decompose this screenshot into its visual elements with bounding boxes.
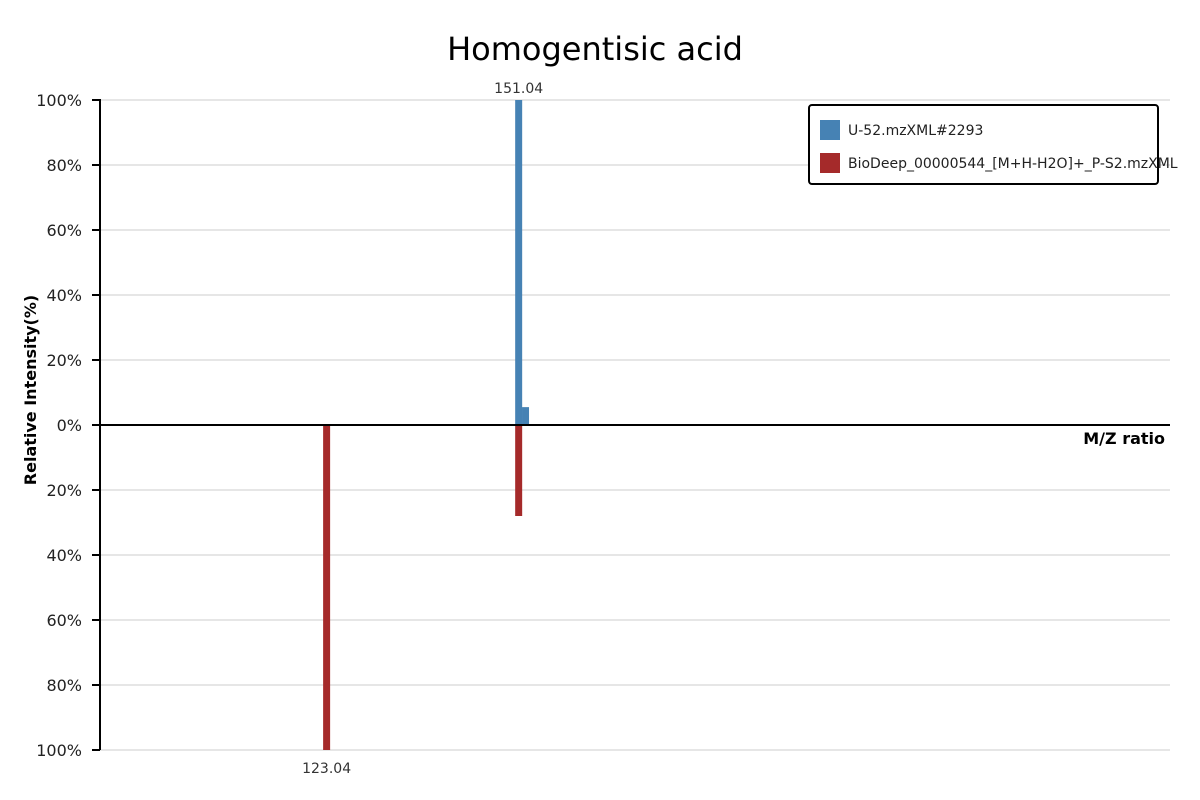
peak-bar	[515, 100, 523, 425]
legend: U-52.mzXML#2293 BioDeep_00000544_[M+H-H2O…	[808, 104, 1178, 185]
y-tick-label: 40%	[46, 286, 82, 305]
grid-layer	[100, 99, 1170, 751]
peak-labels: 151.04 123.04	[302, 81, 543, 777]
y-tick-labels: 100% 80% 60% 40% 20% 0% 20% 40% 60% 80% 100%	[36, 91, 100, 760]
y-tick-label: 40%	[46, 546, 82, 565]
chart-title: Homogentisic acid	[447, 30, 743, 68]
y-tick-label: 80%	[46, 156, 82, 175]
peak-bar	[522, 407, 530, 425]
y-tick-label: 80%	[46, 676, 82, 695]
peak-bar	[323, 425, 331, 750]
y-tick-label: 20%	[46, 481, 82, 500]
y-tick-label: 20%	[46, 351, 82, 370]
y-tick-label: 100%	[36, 741, 82, 760]
y-axis-label: Relative Intensity(%)	[21, 295, 40, 485]
legend-swatch	[820, 120, 840, 140]
x-axis-label: M/Z ratio	[1083, 429, 1165, 448]
y-tick-label: 60%	[46, 221, 82, 240]
peak-label: 151.04	[494, 81, 543, 97]
y-tick-label: 100%	[36, 91, 82, 110]
y-tick-label: 60%	[46, 611, 82, 630]
legend-entry: BioDeep_00000544_[M+H-H2O]+_P-S2.mzXML	[848, 156, 1178, 172]
y-tick-label: 0%	[57, 416, 82, 435]
peak-label: 123.04	[302, 761, 351, 777]
peak-bars	[323, 100, 530, 750]
legend-box	[808, 104, 1159, 185]
legend-items: U-52.mzXML#2293 BioDeep_00000544_[M+H-H2O…	[820, 120, 1178, 173]
legend-swatch	[820, 153, 840, 173]
peak-bar	[515, 425, 523, 516]
legend-entry: U-52.mzXML#2293	[848, 123, 983, 139]
